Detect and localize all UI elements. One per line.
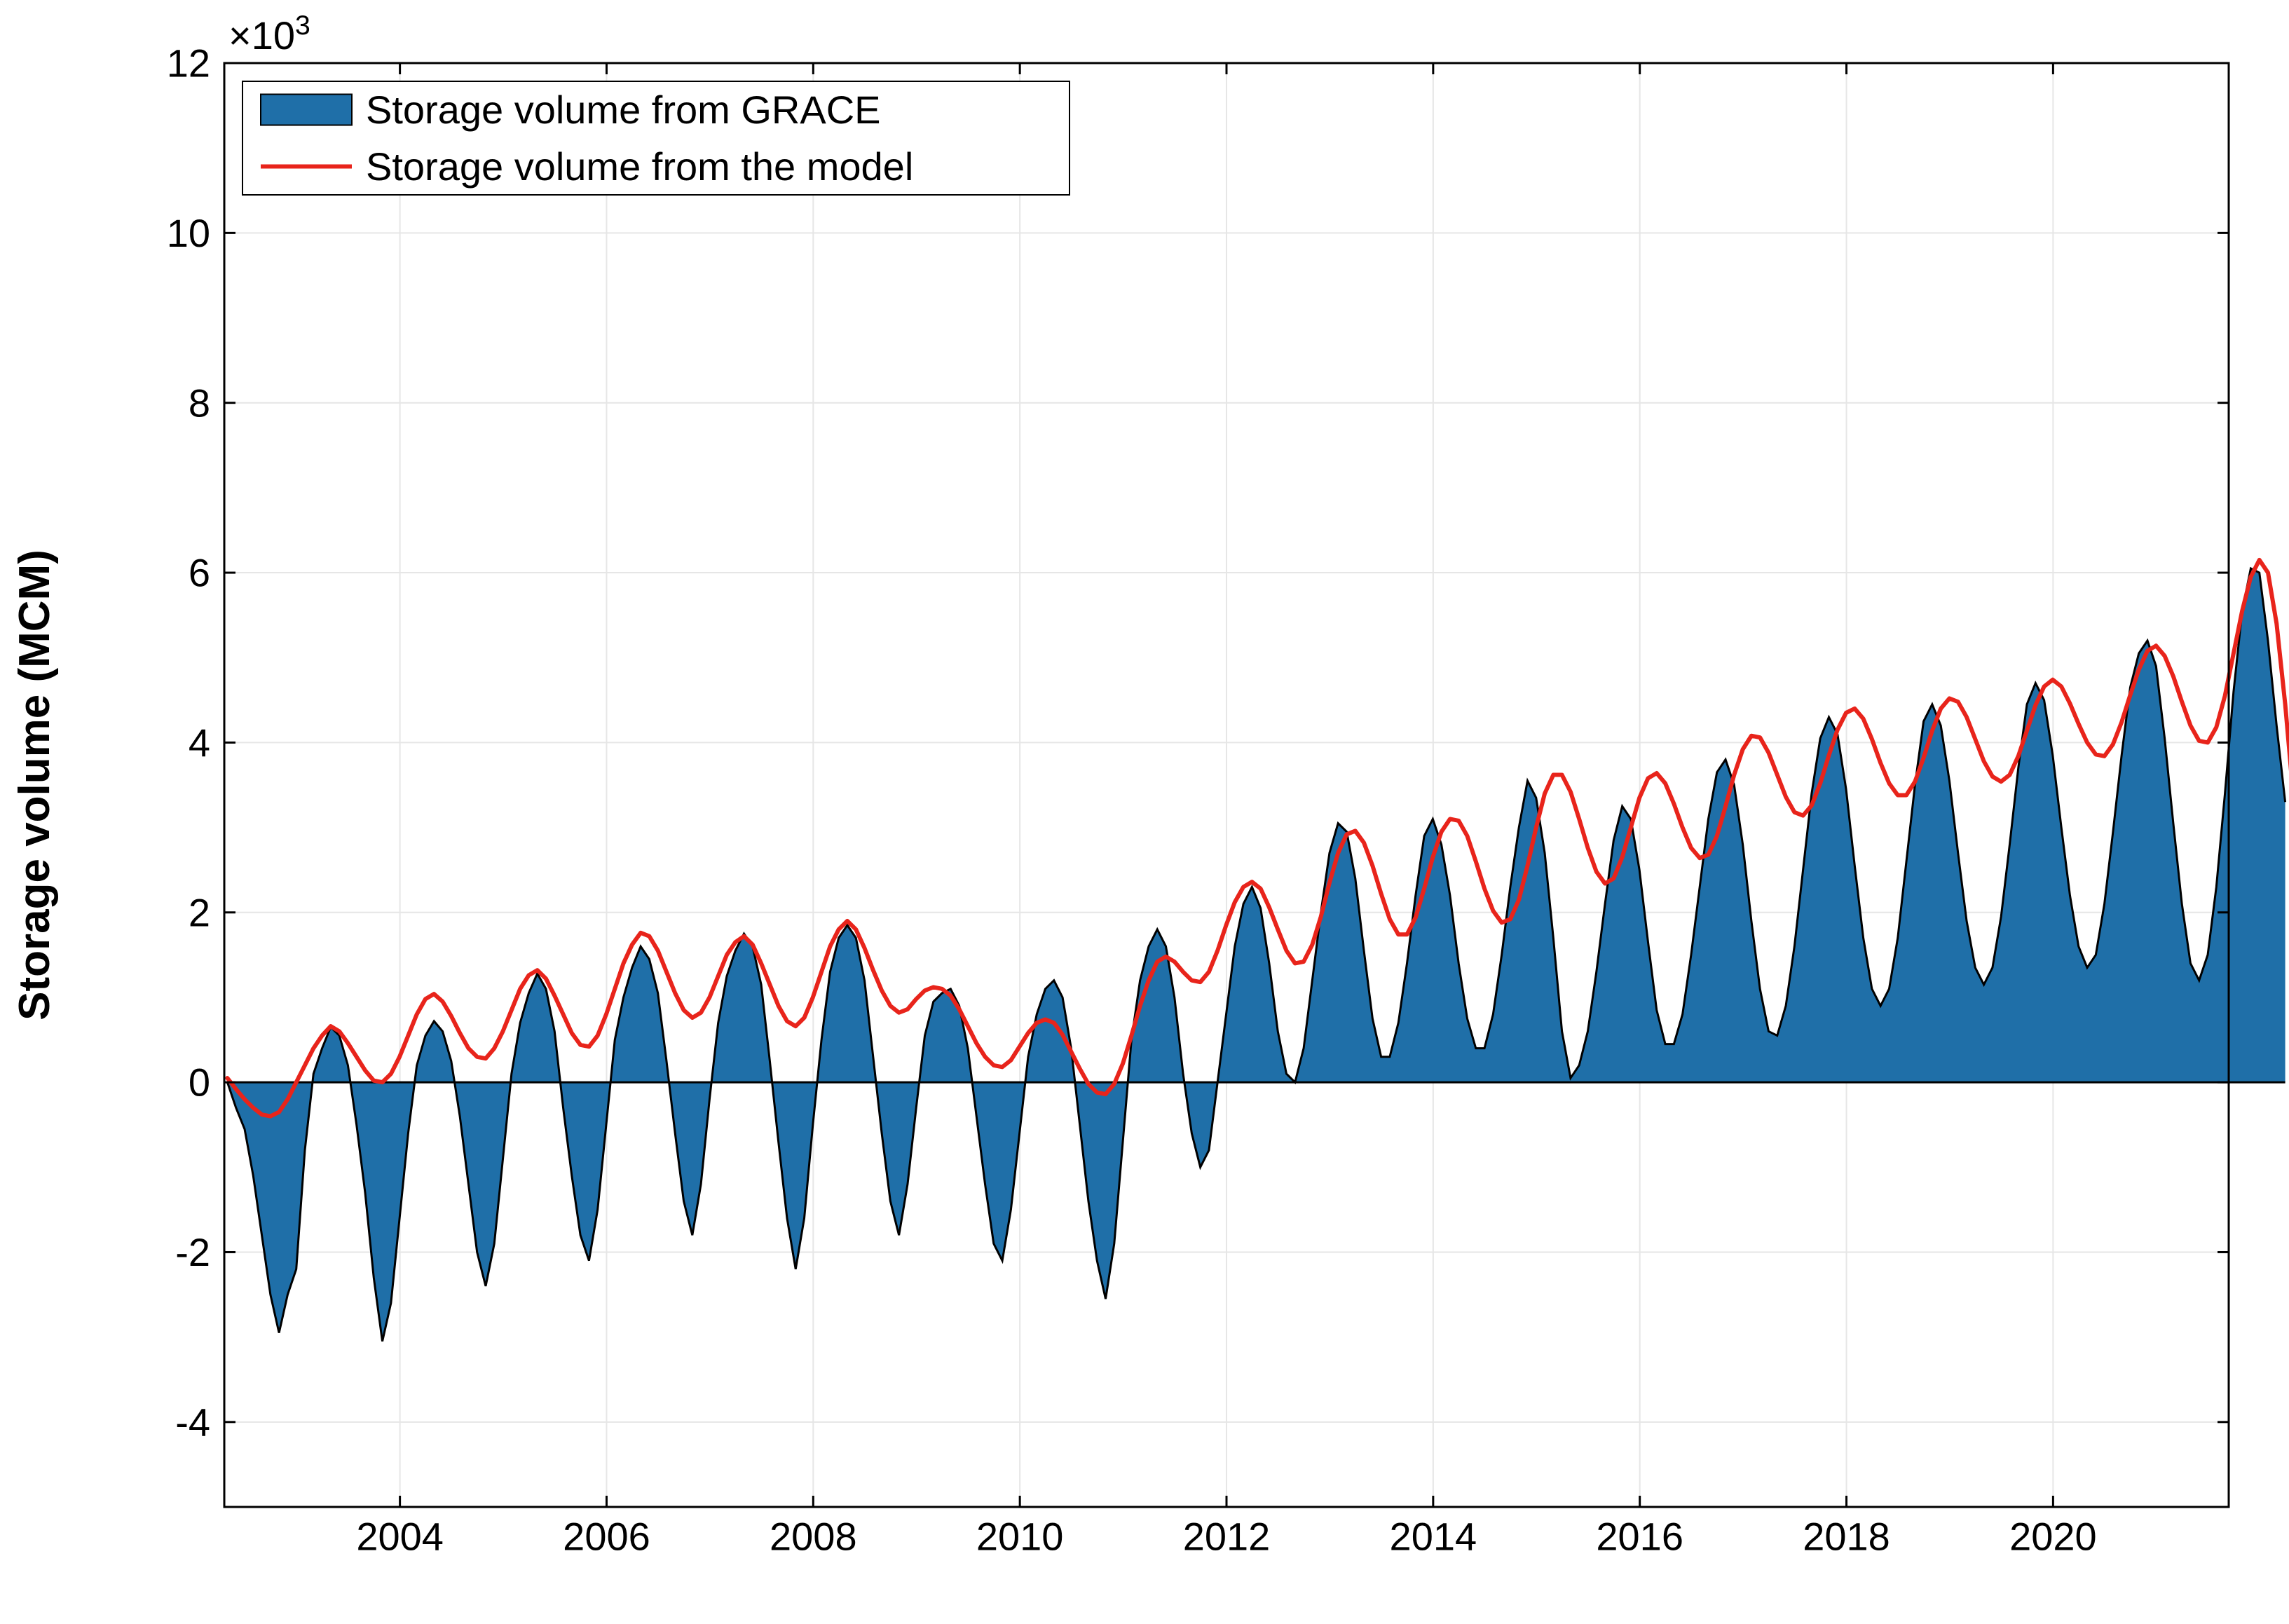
storage-volume-chart: 200420062008201020122014201620182020-4-2…	[0, 0, 2289, 1624]
x-tick-label: 2010	[976, 1515, 1064, 1559]
y-axis-label: Storage volume (MCM)	[11, 550, 59, 1021]
y-tick-label: -4	[175, 1400, 210, 1444]
x-tick-label: 2014	[1390, 1515, 1477, 1559]
x-tick-label: 2020	[2009, 1515, 2097, 1559]
legend-label: Storage volume from the model	[366, 144, 913, 189]
y-tick-label: 0	[189, 1060, 210, 1105]
y-tick-label: 12	[167, 41, 210, 86]
y-tick-label: 10	[167, 211, 210, 255]
x-tick-label: 2018	[1803, 1515, 1890, 1559]
legend-label: Storage volume from GRACE	[366, 88, 880, 132]
x-tick-label: 2012	[1183, 1515, 1271, 1559]
x-tick-label: 2006	[563, 1515, 650, 1559]
chart-svg: 200420062008201020122014201620182020-4-2…	[0, 0, 2289, 1624]
y-tick-label: 8	[189, 381, 210, 425]
x-tick-label: 2008	[770, 1515, 857, 1559]
y-tick-label: 6	[189, 551, 210, 595]
y-tick-label: 2	[189, 890, 210, 934]
y-tick-label: 4	[189, 721, 210, 765]
x-tick-label: 2016	[1596, 1515, 1683, 1559]
y-tick-label: -2	[175, 1230, 210, 1274]
x-tick-label: 2004	[356, 1515, 444, 1559]
legend: Storage volume from GRACE Storage volume …	[242, 81, 1070, 195]
legend-swatch-area	[261, 95, 352, 125]
